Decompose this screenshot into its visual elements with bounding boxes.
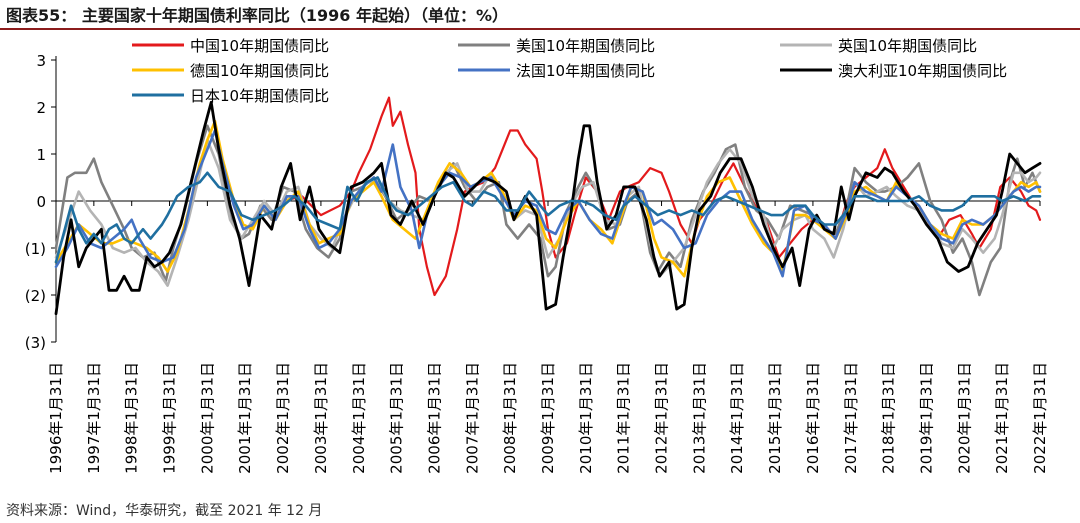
x-tick-label: 1996年1月31日 <box>47 362 65 474</box>
y-tick-label: (3) <box>25 334 46 352</box>
x-tick-label: 1998年1月31日 <box>123 362 141 474</box>
x-tick-label: 2007年1月31日 <box>463 362 481 474</box>
legend: 中国10年期国债同比 美国10年期国债同比 英国10年期国债同比德国10年期国债同比… <box>132 37 1007 105</box>
legend-label-2: 英国10年期国债同比 <box>838 37 977 55</box>
y-tick-label: 2 <box>36 99 46 117</box>
x-tick-label: 2018年1月31日 <box>880 362 898 474</box>
title-divider <box>0 28 1080 30</box>
legend-label-6: 日本10年期国债同比 <box>190 87 329 105</box>
legend-label-1: 美国10年期国债同比 <box>516 37 655 55</box>
x-tick-label: 2021年1月31日 <box>993 362 1011 474</box>
x-tick-label: 2013年1月31日 <box>690 362 708 474</box>
x-tick-label: 2001年1月31日 <box>236 362 254 474</box>
x-tick-label: 2020年1月31日 <box>955 362 973 474</box>
x-tick-label: 2012年1月31日 <box>653 362 671 474</box>
x-tick-label: 2005年1月31日 <box>388 362 406 474</box>
x-tick-label: 2003年1月31日 <box>312 362 330 474</box>
x-tick-label: 2009年1月31日 <box>539 362 557 474</box>
x-tick-label: 2014年1月31日 <box>728 362 746 474</box>
y-tick-label: 0 <box>36 193 46 211</box>
y-tick-label: (2) <box>25 287 46 305</box>
y-tick-label: 3 <box>36 52 46 70</box>
y-tick-label: (1) <box>25 240 46 258</box>
figure-title: 图表55： 主要国家十年期国债利率同比（1996 年起始）（单位：%） <box>6 6 508 25</box>
x-tick-label: 1999年1月31日 <box>161 362 179 474</box>
legend-label-4: 法国10年期国债同比 <box>516 62 655 80</box>
series-lines <box>54 96 1042 316</box>
legend-label-5: 澳大利亚10年期国债同比 <box>838 62 1007 80</box>
x-tick-label: 2010年1月31日 <box>577 362 595 474</box>
axes: 3 2 1 0 (1) (2) (3)1996年1月31日 1997年1月31日 1998年1月… <box>25 52 1049 474</box>
x-tick-label: 2016年1月31日 <box>804 362 822 474</box>
series-line-5 <box>54 100 1042 316</box>
source-note: 资料来源：Wind，华泰研究，截至 2021 年 12 月 <box>6 503 323 519</box>
series-line-6 <box>54 171 1042 264</box>
x-tick-label: 2002年1月31日 <box>274 362 292 474</box>
x-tick-label: 2008年1月31日 <box>501 362 519 474</box>
x-tick-label: 2022年1月31日 <box>1031 362 1049 474</box>
x-tick-label: 2004年1月31日 <box>350 362 368 474</box>
bond-yield-yoy-chart: 3 2 1 0 (1) (2) (3)1996年1月31日 1997年1月31日 1998年1月… <box>25 37 1049 474</box>
x-tick-label: 1997年1月31日 <box>85 362 103 474</box>
x-tick-label: 2000年1月31日 <box>198 362 216 474</box>
x-tick-label: 2006年1月31日 <box>425 362 443 474</box>
legend-label-3: 德国10年期国债同比 <box>190 62 329 80</box>
x-tick-label: 2015年1月31日 <box>766 362 784 474</box>
x-tick-label: 2017年1月31日 <box>842 362 860 474</box>
x-tick-label: 2019年1月31日 <box>917 362 935 474</box>
y-tick-label: 1 <box>36 146 46 164</box>
legend-label-0: 中国10年期国债同比 <box>190 37 329 55</box>
x-tick-label: 2011年1月31日 <box>615 362 633 474</box>
